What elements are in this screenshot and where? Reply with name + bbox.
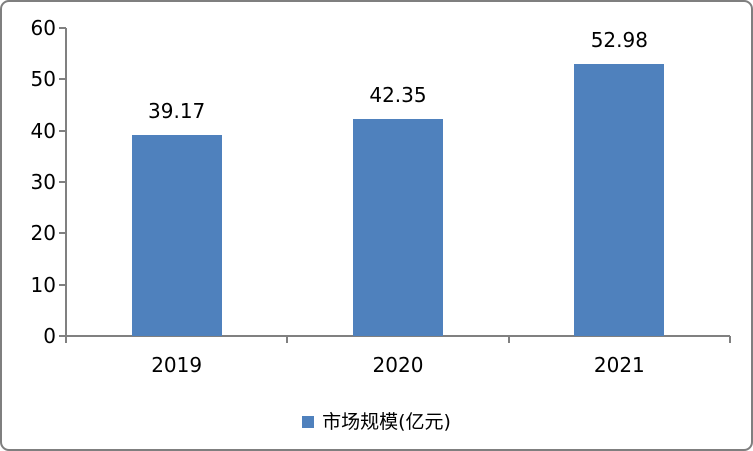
- bar-value-label: 52.98: [590, 28, 648, 53]
- x-tick: [286, 336, 289, 343]
- y-tick: [59, 27, 66, 29]
- y-tick: [59, 181, 66, 183]
- y-tick-label: 50: [30, 67, 56, 92]
- y-tick-label: 20: [30, 221, 56, 246]
- legend-label: 市场规模(亿元): [322, 411, 451, 433]
- y-tick: [59, 335, 66, 337]
- y-tick: [59, 283, 66, 286]
- y-axis-line: [65, 28, 67, 343]
- x-tick: [729, 336, 731, 343]
- y-tick-label: 40: [30, 118, 56, 143]
- x-tick: [507, 336, 510, 343]
- x-tick: [65, 336, 67, 343]
- y-tick: [59, 78, 66, 81]
- y-tick: [59, 129, 66, 132]
- bar-2020: [353, 118, 443, 336]
- y-tick-label: 10: [30, 272, 56, 297]
- x-axis-line: [66, 335, 730, 337]
- bar-value-label: 39.17: [148, 98, 206, 123]
- y-tick-label: 0: [43, 324, 56, 348]
- x-axis-label: 2020: [372, 353, 424, 377]
- y-tick-label: 30: [30, 170, 56, 194]
- y-tick-label: 60: [30, 16, 56, 40]
- x-axis-label: 2021: [593, 353, 645, 377]
- bar-2021: [574, 64, 665, 336]
- y-tick: [59, 232, 66, 235]
- x-axis-label: 2019: [151, 353, 203, 377]
- bar-2019: [131, 134, 222, 336]
- legend: 市场规模(亿元): [2, 409, 751, 435]
- bar-value-label: 42.35: [369, 82, 427, 107]
- legend-swatch: [302, 416, 315, 428]
